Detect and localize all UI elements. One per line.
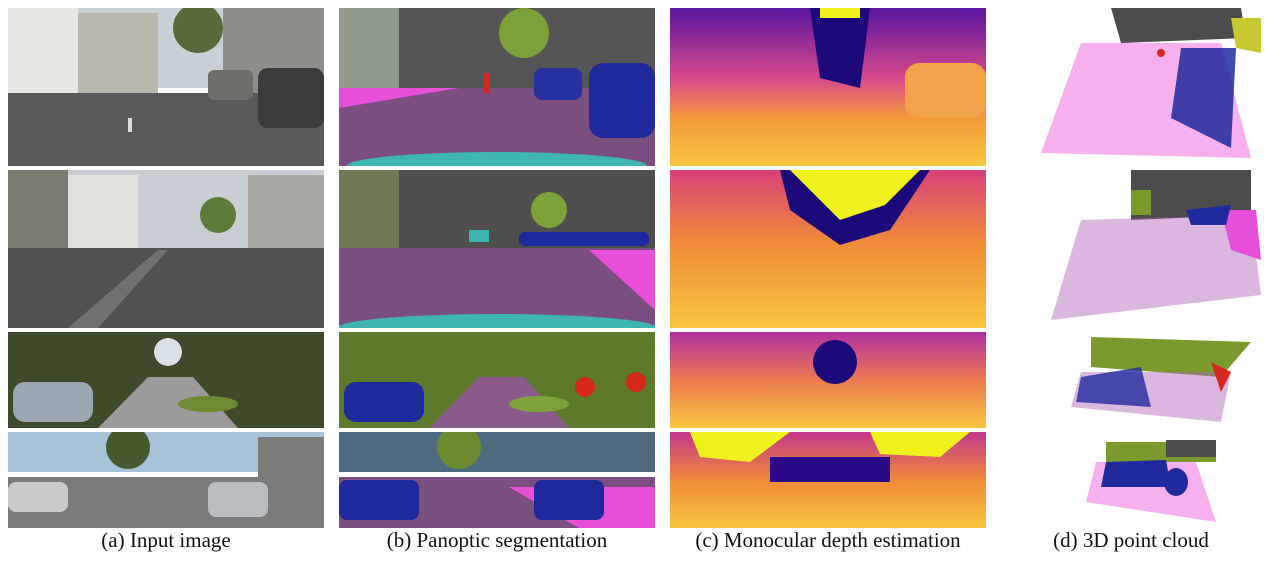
depth-map-3 — [670, 332, 986, 428]
point-cloud-3 — [1051, 332, 1251, 428]
input-image-1 — [8, 8, 324, 166]
caption-3d-point-cloud: (d) 3D point cloud — [1053, 528, 1209, 552]
panoptic-image-3 — [339, 332, 655, 428]
input-image-2 — [8, 170, 324, 328]
depth-map-1 — [670, 8, 986, 166]
panoptic-image-2 — [339, 170, 655, 328]
point-cloud-2 — [1031, 170, 1266, 328]
caption-panoptic-segmentation: (b) Panoptic segmentation — [386, 528, 608, 552]
caption-input-image: (a) Input image — [101, 528, 231, 552]
point-cloud-4 — [1076, 432, 1236, 528]
input-image-3 — [8, 332, 324, 428]
panoptic-image-4 — [339, 432, 655, 528]
panoptic-image-1 — [339, 8, 655, 166]
depth-map-2 — [670, 170, 986, 328]
depth-map-4 — [670, 432, 986, 528]
caption-monocular-depth: (c) Monocular depth estimation — [695, 528, 961, 552]
input-image-4 — [8, 432, 324, 528]
point-cloud-1 — [1021, 8, 1261, 166]
